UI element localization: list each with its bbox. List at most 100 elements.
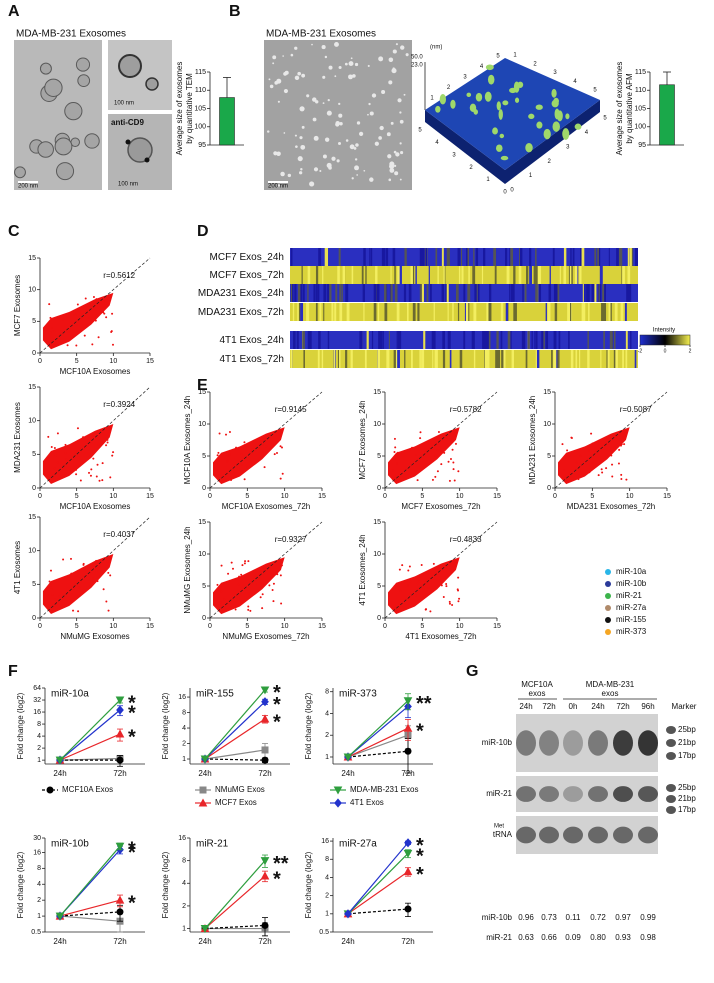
point-cloud xyxy=(387,427,460,485)
heatmap-stripe xyxy=(334,350,336,368)
heatmap-stripe xyxy=(628,266,630,284)
heatmap-stripe xyxy=(342,266,346,284)
y-tick-label: 15 xyxy=(28,384,36,391)
heatmap-stripe xyxy=(535,350,537,368)
heatmap-stripe xyxy=(419,248,423,266)
point xyxy=(72,587,75,590)
x-tick-label: 10 xyxy=(109,623,117,630)
particle xyxy=(294,134,297,137)
ladder-band xyxy=(666,752,676,760)
x-tick-label: 0 xyxy=(383,493,387,500)
y-tick-label: 10 xyxy=(373,421,381,428)
heatmap-stripe xyxy=(307,284,309,302)
point xyxy=(107,609,110,612)
trend-line xyxy=(209,391,323,489)
marker xyxy=(403,723,413,732)
quant-value: 0.11 xyxy=(566,913,582,922)
point xyxy=(407,569,410,572)
peak xyxy=(450,99,456,109)
point xyxy=(111,343,114,346)
point xyxy=(256,583,259,586)
chart-title: miR-27a xyxy=(339,839,377,850)
particle xyxy=(315,100,319,104)
legend-swatch xyxy=(199,786,207,794)
heatmap-stripe xyxy=(579,350,581,368)
x-axis-label: NMuMG Exosomes xyxy=(60,632,129,641)
heatmap-stripe xyxy=(628,284,632,302)
point xyxy=(445,585,448,588)
point xyxy=(562,469,565,472)
point xyxy=(88,471,91,474)
particle xyxy=(348,61,354,67)
heatmap-stripe xyxy=(406,303,409,321)
band xyxy=(638,826,658,844)
point xyxy=(105,297,108,300)
y-tick-label: 1 xyxy=(325,754,329,761)
heatmap-stripe xyxy=(529,266,532,284)
heatmap-stripe xyxy=(618,248,622,266)
heatmap-stripe xyxy=(466,248,469,266)
particle xyxy=(301,73,306,78)
particle xyxy=(312,97,317,102)
axis-tick: 3 xyxy=(463,75,467,81)
heatmap-stripe xyxy=(426,284,429,302)
y-tick-label: 5 xyxy=(32,581,36,588)
heatmap-stripe xyxy=(290,248,293,266)
heatmap-stripe xyxy=(412,266,415,284)
point xyxy=(74,314,77,317)
point xyxy=(398,568,401,571)
point xyxy=(89,474,92,477)
point xyxy=(448,602,451,605)
heatmap-stripe xyxy=(315,284,318,302)
heatmap-stripe xyxy=(509,284,511,302)
point xyxy=(241,564,244,567)
marker xyxy=(403,849,413,858)
point xyxy=(261,443,264,446)
point xyxy=(48,303,51,306)
point xyxy=(82,436,85,439)
heatmap-stripe xyxy=(509,248,511,266)
point xyxy=(49,316,52,319)
point xyxy=(434,475,437,478)
point xyxy=(254,574,257,577)
particle xyxy=(392,67,395,70)
heatmap-stripe xyxy=(625,331,628,349)
y-tick-label: 5 xyxy=(32,318,36,325)
group-label: MDA-MB-231 xyxy=(586,680,635,689)
particle xyxy=(379,125,384,131)
particle xyxy=(338,102,341,105)
heatmap-stripe xyxy=(448,248,450,266)
quant-value: 0.72 xyxy=(590,913,606,922)
point xyxy=(600,468,603,471)
particle xyxy=(272,55,277,60)
particle xyxy=(277,100,280,103)
heatmap-stripe xyxy=(346,303,350,321)
point xyxy=(440,584,443,587)
point-cloud xyxy=(557,427,630,485)
point xyxy=(245,464,248,467)
vesicle xyxy=(64,102,83,121)
point xyxy=(262,450,265,453)
point xyxy=(64,443,67,446)
x-tick-label: 15 xyxy=(146,358,154,365)
point xyxy=(436,449,439,452)
point xyxy=(105,316,108,319)
vesicle xyxy=(118,54,142,78)
z-unit: (nm) xyxy=(430,45,442,51)
particle xyxy=(389,161,395,167)
point xyxy=(269,447,272,450)
panel-label: B xyxy=(229,3,241,20)
vesicle xyxy=(127,137,153,163)
heatmap-stripe xyxy=(296,331,299,349)
row-label: miR-10b xyxy=(482,738,513,747)
series-line xyxy=(59,699,121,761)
y-tick-label: 10 xyxy=(198,551,206,558)
heatmap-stripe xyxy=(629,248,632,266)
point xyxy=(279,477,282,480)
point xyxy=(242,470,245,473)
particle xyxy=(282,55,284,57)
point xyxy=(75,473,78,476)
point xyxy=(72,609,75,612)
significance: * xyxy=(273,868,281,890)
point xyxy=(429,610,432,613)
